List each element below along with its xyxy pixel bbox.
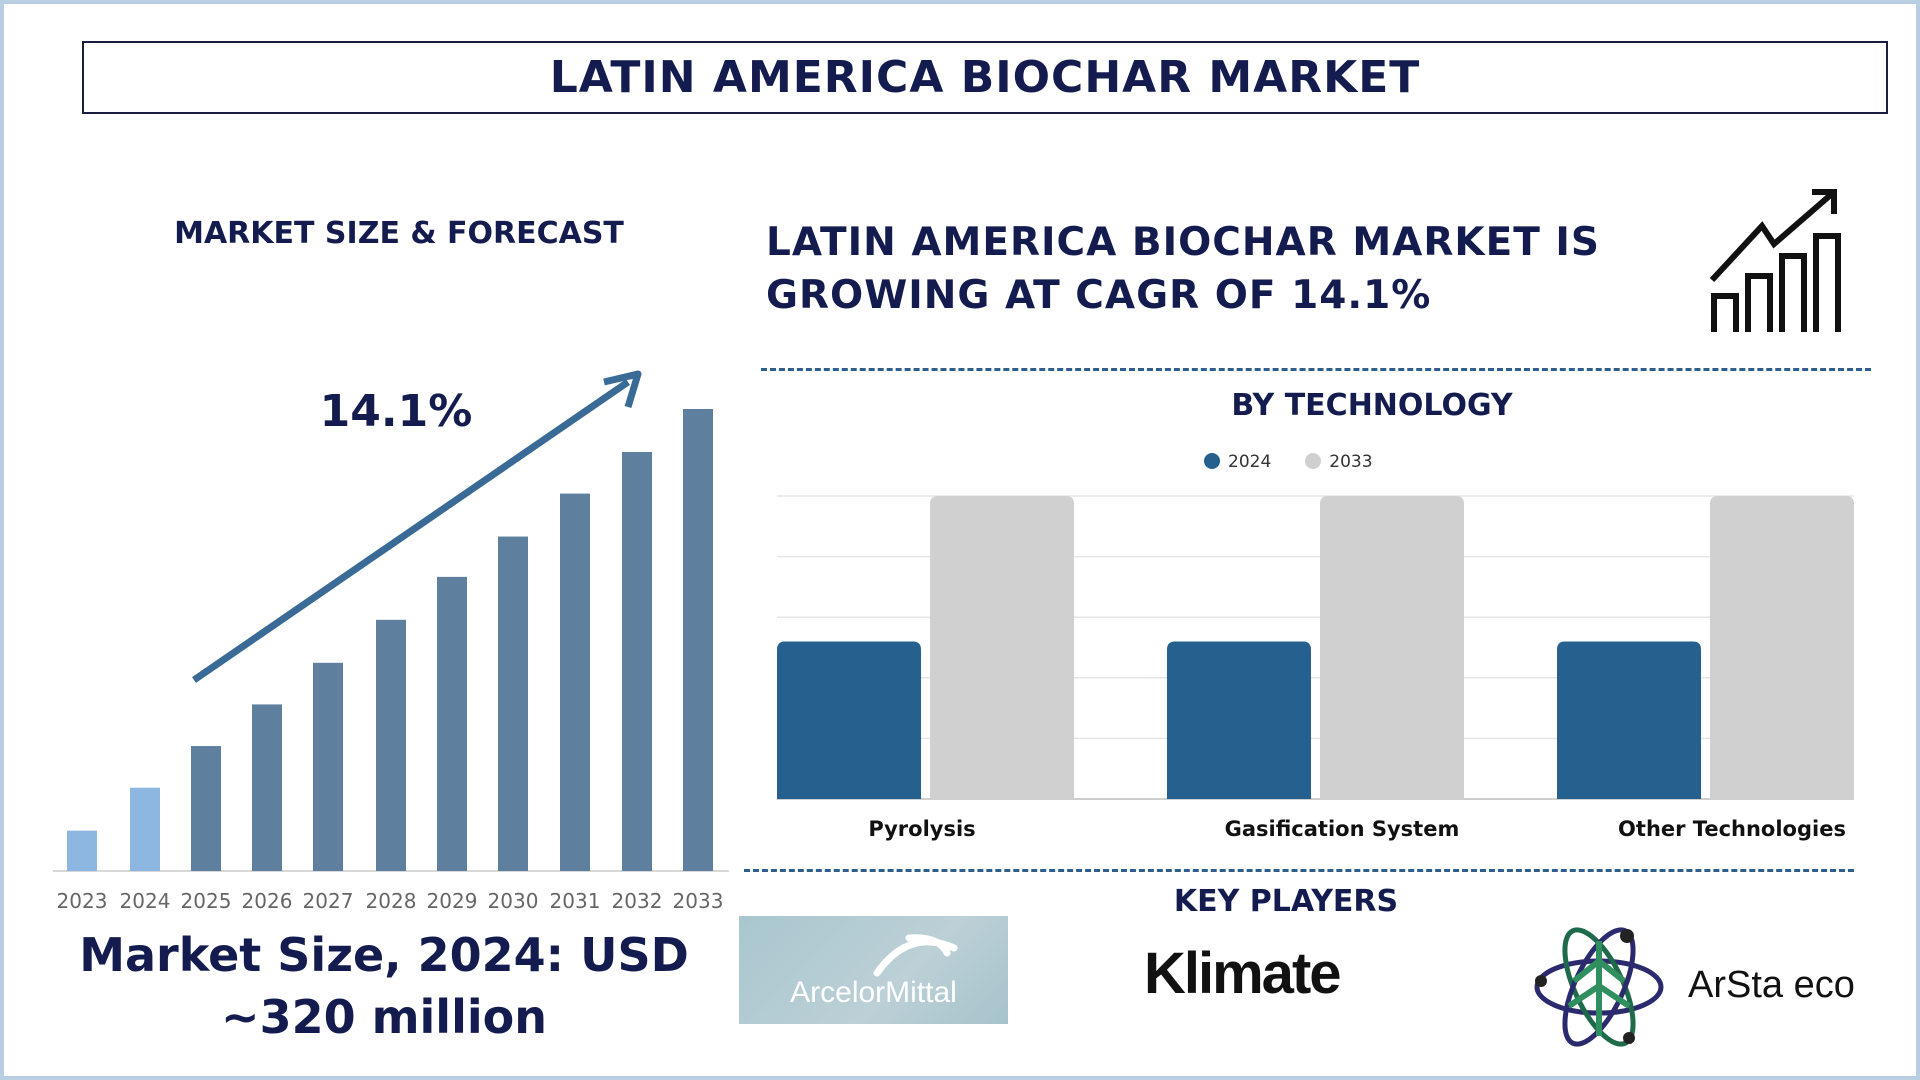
x-tick-label: 2024 bbox=[120, 889, 171, 913]
bar-2031 bbox=[560, 493, 590, 871]
arsta-eco-atom-icon bbox=[1534, 927, 1664, 1047]
technology-heading: BY TECHNOLOGY bbox=[1231, 388, 1513, 423]
legend-2033: 2033 bbox=[1305, 452, 1373, 472]
x-tick-label: 2023 bbox=[57, 889, 108, 913]
x-tick-label: 2026 bbox=[242, 889, 293, 913]
page-title: LATIN AMERICA BIOCHAR MARKET bbox=[82, 41, 1888, 114]
cagr-headline: LATIN AMERICA BIOCHAR MARKET IS GROWING … bbox=[766, 216, 1600, 322]
chart-legend: 2024 2033 bbox=[1204, 452, 1373, 472]
x-tick-label: 2025 bbox=[181, 889, 232, 913]
market-size-text: Market Size, 2024: USD ~320 million bbox=[44, 924, 724, 1048]
bar-2033 bbox=[683, 409, 713, 871]
x-tick-label: 2028 bbox=[366, 889, 417, 913]
market-size-chart: 2023 2024 2025 2026 2027 2028 2029 2030 2031 2032… bbox=[53, 370, 729, 913]
x-tick-label: 2027 bbox=[303, 889, 354, 913]
category-label: Gasification System bbox=[1225, 817, 1460, 841]
bar-2033-pyrolysis bbox=[930, 496, 1074, 799]
bar-2023 bbox=[67, 830, 97, 871]
arcelormittal-logo-text: ArcelorMittal bbox=[790, 976, 957, 1009]
bar-2025 bbox=[191, 746, 221, 871]
bar-2033-other-technologies bbox=[1710, 496, 1854, 799]
bar-2024-pyrolysis bbox=[777, 641, 921, 799]
bar-2032 bbox=[622, 451, 652, 871]
legend-label-2033: 2033 bbox=[1329, 452, 1373, 472]
category-label: Pyrolysis bbox=[868, 817, 975, 841]
growth-arrow bbox=[192, 379, 630, 683]
headline-line2: GROWING AT CAGR OF 14.1% bbox=[766, 273, 1432, 318]
cagr-label: 14.1% bbox=[320, 386, 473, 437]
legend-dot-2024 bbox=[1204, 453, 1220, 469]
arsta-eco-logo-text: ArSta eco bbox=[1688, 964, 1855, 1006]
arcelormittal-swoosh-icon bbox=[873, 934, 958, 977]
bar-2029 bbox=[437, 576, 467, 871]
bar-2027 bbox=[313, 662, 343, 871]
x-tick-label: 2031 bbox=[550, 889, 601, 913]
market-size-heading: MARKET SIZE & FORECAST bbox=[174, 216, 624, 251]
arrow-head-icon bbox=[603, 370, 642, 409]
bar-2024-gasification-system bbox=[1167, 641, 1311, 799]
legend-dot-2033 bbox=[1305, 453, 1322, 469]
key-players-heading: KEY PLAYERS bbox=[1173, 884, 1399, 919]
klimate-logo: Klimate bbox=[1144, 941, 1342, 1006]
x-tick-label: 2032 bbox=[612, 889, 663, 913]
divider bbox=[761, 368, 1871, 371]
x-tick-label: 2029 bbox=[427, 889, 478, 913]
market-size-line1: Market Size, 2024: USD bbox=[79, 928, 689, 982]
bar-2024 bbox=[130, 787, 160, 871]
growth-chart-icon bbox=[1709, 189, 1841, 332]
headline-line1: LATIN AMERICA BIOCHAR MARKET IS bbox=[766, 220, 1601, 265]
bar-2026 bbox=[252, 704, 282, 871]
legend-label-2024: 2024 bbox=[1228, 452, 1272, 472]
x-tick-label: 2033 bbox=[673, 889, 724, 913]
bar-2030 bbox=[498, 536, 528, 871]
arcelormittal-logo: ArcelorMittal bbox=[739, 916, 1008, 1024]
category-label: Other Technologies bbox=[1618, 817, 1846, 841]
legend-2024: 2024 bbox=[1204, 452, 1271, 472]
x-tick-label: 2030 bbox=[488, 889, 539, 913]
bar-2033-gasification-system bbox=[1320, 496, 1464, 799]
bar-2028 bbox=[376, 619, 406, 871]
market-size-line2: ~320 million bbox=[221, 990, 547, 1044]
technology-chart: Pyrolysis Gasification System Other Techno… bbox=[777, 495, 1854, 841]
bar-2024-other-technologies bbox=[1557, 641, 1701, 799]
divider bbox=[744, 869, 1854, 872]
